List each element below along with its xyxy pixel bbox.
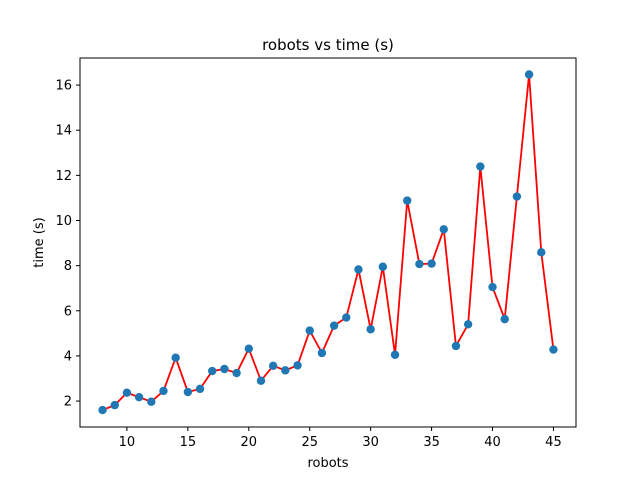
y-tick-label: 8 [64,259,72,274]
x-tick-label: 20 [241,435,258,450]
data-point [256,376,266,385]
data-point [488,282,497,292]
y-axis-label: time (s) [32,217,47,267]
data-point [159,386,168,396]
data-point [476,162,485,171]
data-point [537,248,546,257]
y-tick-label: 6 [64,304,72,319]
chart-title: robots vs time (s) [262,36,394,54]
data-point [403,196,412,205]
data-point [512,192,522,201]
data-point [305,326,314,335]
data-point [500,314,509,324]
x-axis-ticks: 10 15 20 25 30 35 40 45 [119,427,562,450]
series-line-group [102,73,555,411]
y-tick-label: 10 [55,214,72,229]
data-point [342,313,351,322]
data-point [451,341,461,351]
y-tick-label: 14 [55,124,72,139]
data-point [378,262,388,271]
data-point [293,361,302,370]
data-point [439,225,448,234]
data-point [195,384,205,394]
x-tick-label: 45 [545,435,562,450]
data-point [390,350,400,359]
data-point [183,387,193,397]
data-point [427,259,436,268]
plot-area [79,57,577,428]
data-point [98,405,107,415]
x-tick-label: 40 [484,435,501,450]
data-point [220,364,229,374]
series-points-group [98,70,558,415]
data-point [171,353,180,362]
data-point [268,361,278,371]
y-axis-ticks: 2 4 6 8 10 12 14 16 [55,79,80,410]
x-tick-label: 25 [301,435,318,450]
data-point [122,388,132,397]
y-tick-label: 2 [64,395,72,410]
data-point [317,348,327,358]
data-point [232,368,241,378]
y-tick-label: 16 [55,79,72,94]
y-tick-label: 4 [64,349,72,364]
data-point [415,259,424,269]
data-point [110,400,119,410]
x-tick-label: 35 [423,435,440,450]
data-point [524,70,534,79]
series-line [102,73,555,411]
x-tick-label: 30 [362,435,379,450]
data-point [281,366,290,375]
data-point [329,321,339,330]
x-axis-label: robots [307,456,348,471]
y-tick-label: 12 [55,169,72,184]
data-point [354,265,363,274]
data-point [463,320,473,329]
data-point [134,393,144,402]
data-point [208,366,217,376]
data-point [549,345,558,354]
x-tick-label: 15 [180,435,197,450]
data-point [147,397,156,406]
data-point [244,344,253,353]
data-point [366,325,375,334]
x-tick-label: 10 [119,435,136,450]
